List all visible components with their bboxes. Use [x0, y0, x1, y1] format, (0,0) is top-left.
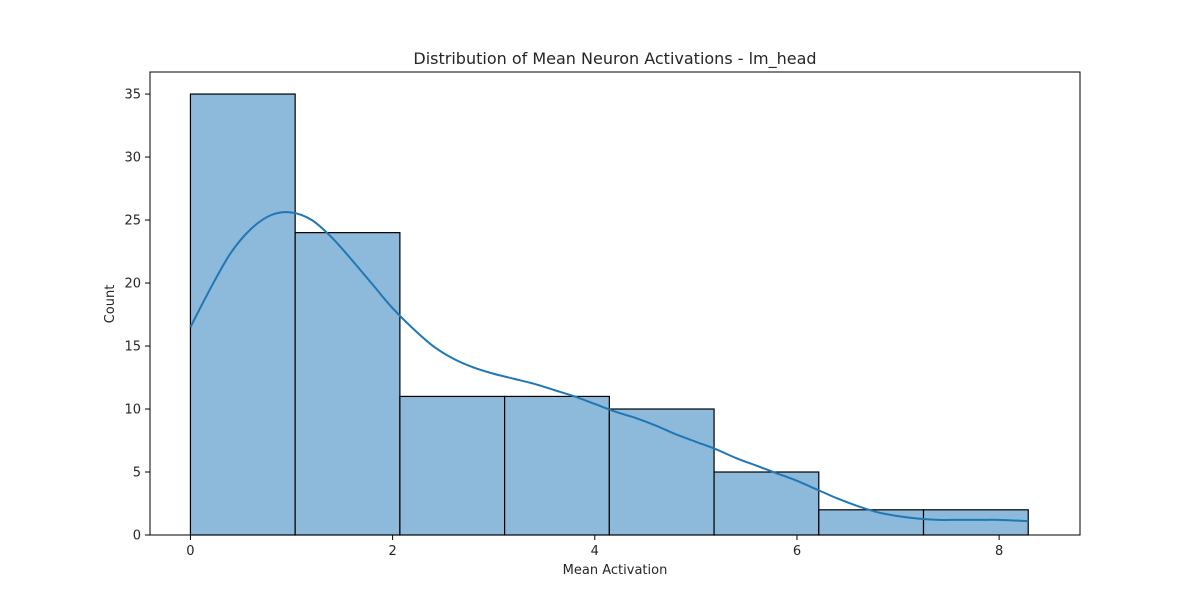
y-tick-label: 20 [124, 277, 141, 292]
y-tick-label: 30 [124, 151, 141, 166]
y-tick-label: 10 [124, 403, 141, 418]
histogram-bar [818, 509, 925, 536]
plot-frame [149, 71, 1081, 536]
axes-layer: 0 2 4 6 8 0 5 10 15 20 25 30 35 [124, 71, 1081, 559]
x-tick-label: 0 [186, 544, 194, 559]
x-axis-title: Mean Activation [563, 563, 668, 578]
chart-title: Distribution of Mean Neuron Activations … [413, 49, 816, 69]
histogram-bar [294, 232, 401, 536]
histogram-bar [189, 93, 296, 536]
kde-line [189, 211, 1029, 523]
kde-layer [189, 211, 1029, 523]
y-tick-label: 25 [124, 214, 141, 229]
x-tick-label: 8 [995, 544, 1003, 559]
y-tick-label: 0 [133, 529, 141, 544]
x-tick-label: 6 [793, 544, 801, 559]
histogram-bar [608, 408, 715, 536]
histogram-bar [504, 395, 610, 536]
histogram-bar [922, 509, 1029, 536]
histogram-bar [713, 471, 820, 536]
x-tick-label: 4 [591, 544, 599, 559]
bars-layer [189, 93, 1029, 536]
x-tick-label: 2 [388, 544, 396, 559]
y-tick-label: 35 [124, 88, 141, 103]
y-tick-label: 15 [124, 340, 141, 355]
y-tick-label: 5 [133, 466, 141, 481]
histogram-bar [399, 395, 506, 536]
y-axis-title: Count [103, 285, 118, 324]
